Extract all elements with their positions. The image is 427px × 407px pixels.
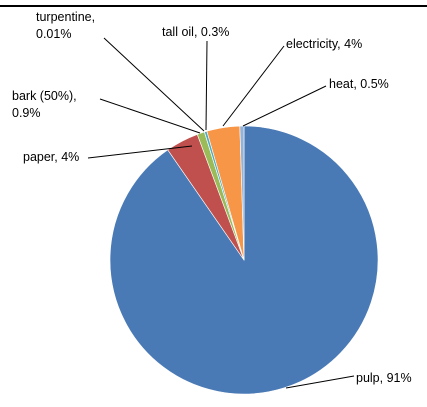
- pie-slices: [109, 125, 379, 395]
- data-label-tall-oil: tall oil, 0.3%: [162, 25, 229, 39]
- data-label-turpentine: turpentine, 0.01%: [36, 10, 95, 41]
- leader-line-bark-50: [99, 98, 201, 134]
- data-label-paper: paper, 4%: [23, 150, 79, 164]
- data-labels: pulp, 91% paper, 4% bark (50%), 0.9% turpent…: [12, 10, 412, 385]
- leader-line-electricity: [222, 45, 285, 127]
- leader-line-turpentine: [103, 37, 205, 132]
- data-label-bark-50: bark (50%), 0.9%: [12, 89, 77, 120]
- leader-line-paper: [87, 145, 193, 159]
- leader-line-pulp: [285, 375, 355, 389]
- data-label-electricity: electricity, 4%: [286, 37, 362, 51]
- leader-line-tall-oil: [205, 40, 208, 131]
- data-label-heat: heat, 0.5%: [329, 77, 389, 91]
- leader-line-heat: [242, 85, 327, 127]
- data-label-pulp: pulp, 91%: [356, 371, 412, 385]
- leader-lines: [87, 37, 355, 389]
